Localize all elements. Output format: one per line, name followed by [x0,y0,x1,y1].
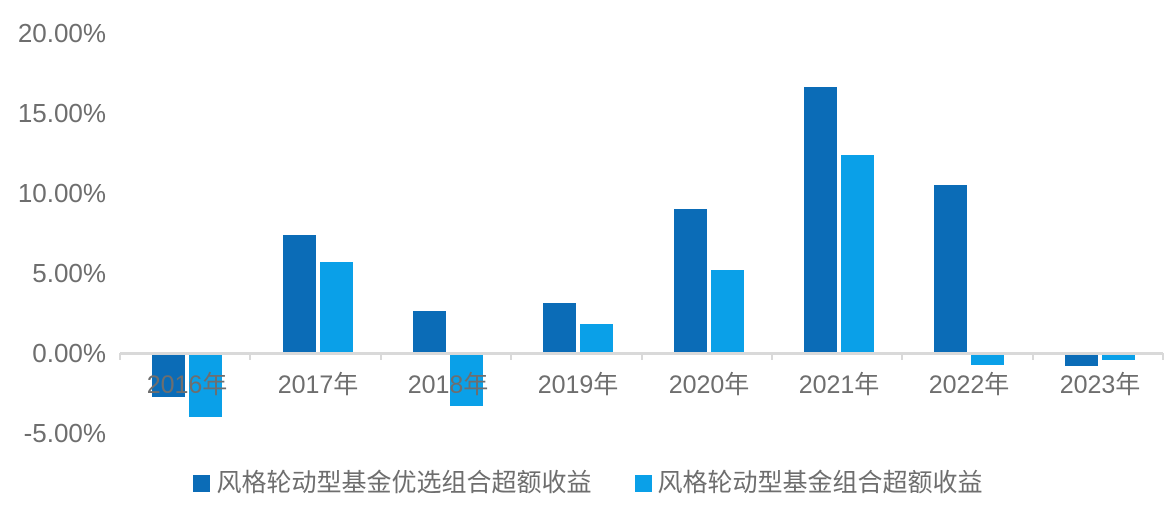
x-axis-tick [1162,353,1164,360]
x-axis-tick [380,353,382,360]
bar [1065,355,1098,366]
bar [711,270,744,353]
bar [841,155,874,353]
bar [971,355,1004,365]
bar [450,355,483,406]
y-tick-label: 15.00% [17,98,106,128]
x-axis-tick [771,353,773,360]
x-axis-tick [510,353,512,360]
y-tick-label: 0.00% [32,338,106,368]
x-axis-tick [1032,353,1034,360]
legend-label: 风格轮动型基金组合超额收益 [657,469,983,497]
legend-item-selected-portfolio: 风格轮动型基金优选组合超额收益 [193,468,592,498]
legend: 风格轮动型基金优选组合超额收益 风格轮动型基金组合超额收益 [0,466,1176,500]
y-tick-label: 5.00% [32,258,106,288]
bar [152,355,185,397]
bar [804,87,837,353]
bar [283,235,316,353]
x-tick-label: 2019年 [537,371,619,399]
bar [674,209,707,353]
x-axis-tick [249,353,251,360]
x-tick-label: 2016年 [146,371,228,399]
x-axis-tick [119,353,121,360]
x-tick-label: 2020年 [668,371,750,399]
y-tick-label: 10.00% [17,178,106,208]
x-tick-label: 2021年 [798,371,880,399]
x-tick-label: 2018年 [407,371,489,399]
x-axis-tick [641,353,643,360]
legend-swatch-light-blue-icon [634,474,652,492]
bar [1102,355,1135,360]
bar [580,324,613,353]
x-tick-label: 2017年 [277,371,359,399]
legend-swatch-dark-blue-icon [193,474,211,492]
bar [543,303,576,353]
y-tick-label: -5.00% [23,418,106,448]
bar [189,355,222,417]
legend-item-portfolio: 风格轮动型基金组合超额收益 [634,468,983,498]
bar [320,262,353,353]
x-axis-tick [901,353,903,360]
legend-label: 风格轮动型基金优选组合超额收益 [216,469,592,497]
bar [413,311,446,353]
x-tick-label: 2023年 [1059,371,1141,399]
y-tick-label: 20.00% [17,18,106,48]
bar [934,185,967,353]
x-tick-label: 2022年 [928,371,1010,399]
